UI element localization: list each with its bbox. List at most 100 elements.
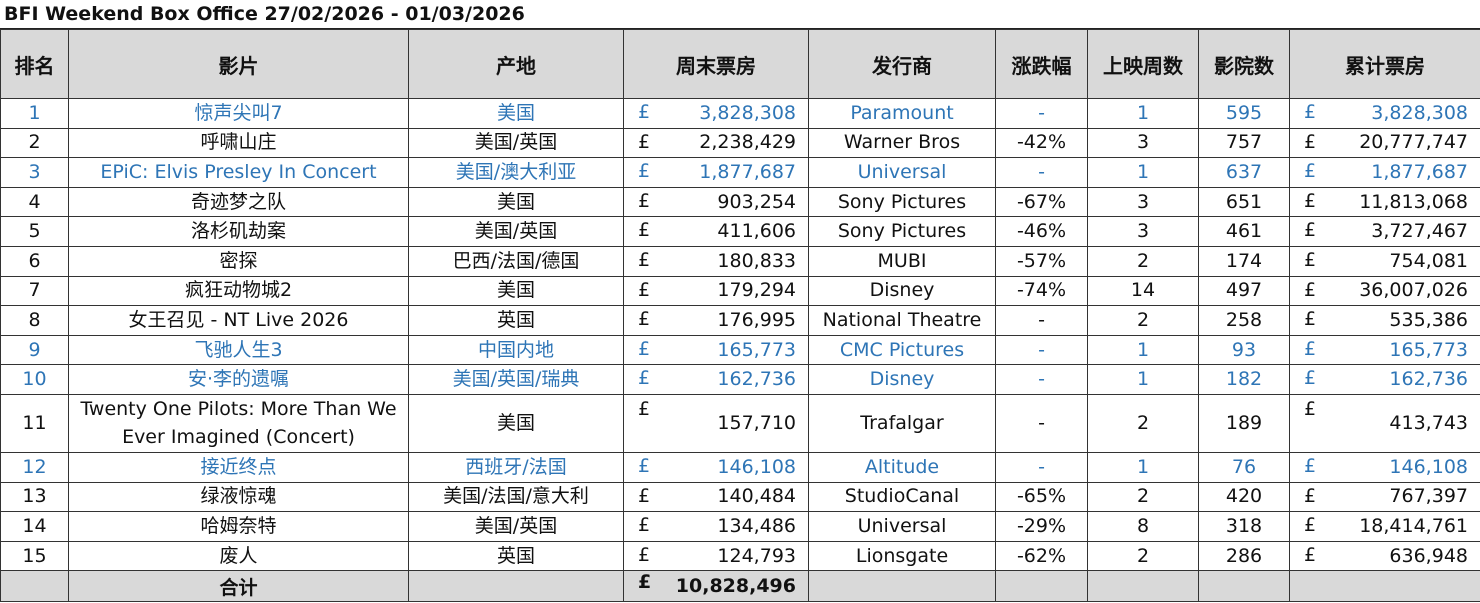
currency-symbol: £ xyxy=(1304,543,1317,566)
rank-cell: 7 xyxy=(0,275,69,307)
currency-symbol: £ xyxy=(638,397,651,420)
total-gross-cell: £3,727,467 xyxy=(1289,216,1480,247)
total-gross-cell-value: 413,743 xyxy=(1389,412,1468,435)
origin-cell: 美国 xyxy=(408,393,624,453)
rank-cell: 10 xyxy=(0,364,69,395)
table-row: 9 飞驰人生3 中国内地 £165,773 CMC Pictures -1 93 £165,7… xyxy=(0,334,1480,366)
cinemas-cell: 318 xyxy=(1198,511,1290,542)
currency-symbol: £ xyxy=(1304,514,1317,537)
change-cell: -29% xyxy=(995,511,1088,542)
weeks-cell: 2 xyxy=(1087,305,1199,336)
cinemas-cell: 93 xyxy=(1198,334,1290,366)
weeks-cell: 1 xyxy=(1087,451,1199,483)
currency-symbol: £ xyxy=(1304,308,1317,331)
weeks-cell: 1 xyxy=(1087,157,1199,188)
currency-symbol: £ xyxy=(638,278,651,301)
table-row: 12 接近终点 西班牙/法国 £146,108 Altitude -1 76 £146,108 xyxy=(0,451,1480,483)
totals-rank-cell xyxy=(0,570,69,603)
origin-cell: 美国 xyxy=(408,186,624,218)
cinemas-cell: 286 xyxy=(1198,540,1290,572)
header-film: 影片 xyxy=(68,29,409,99)
weeks-cell: 3 xyxy=(1087,186,1199,218)
currency-symbol: £ xyxy=(1304,278,1317,301)
total-gross-cell-value: 20,777,747 xyxy=(1359,131,1468,154)
total-gross-cell: £3,828,308 xyxy=(1289,98,1480,129)
totals-row: 合计 £ 10,828,496 xyxy=(0,570,1480,603)
weekend-gross-cell: £180,833 xyxy=(623,245,809,277)
weekend-gross-cell-value: 157,710 xyxy=(717,412,796,435)
cinemas-cell: 258 xyxy=(1198,305,1290,336)
weekend-gross-cell-value: 146,108 xyxy=(717,455,796,478)
weekend-gross-cell-value: 162,736 xyxy=(717,368,796,391)
origin-cell: 美国/英国/瑞典 xyxy=(408,364,624,395)
table-row: 6 密探 巴西/法国/德国 £180,833 MUBI -57% 2 174 £754,081 xyxy=(0,245,1480,277)
distributor-cell: Sony Pictures xyxy=(808,186,996,218)
change-cell: - xyxy=(995,157,1088,188)
weeks-cell: 14 xyxy=(1087,275,1199,307)
total-gross-cell: £754,081 xyxy=(1289,245,1480,277)
currency-symbol: £ xyxy=(1304,397,1317,420)
table-row: 13 绿液惊魂 美国/法国/意大利 £140,484 StudioCanal -65% 2 4… xyxy=(0,481,1480,513)
change-cell: -46% xyxy=(995,216,1088,247)
table-row: 10 安·李的遗嘱 美国/英国/瑞典 £162,736 Disney -1 182 £162,… xyxy=(0,364,1480,395)
change-cell: -57% xyxy=(995,245,1088,277)
total-gross-cell: £1,877,687 xyxy=(1289,157,1480,188)
distributor-cell: Universal xyxy=(808,157,996,188)
total-gross-cell: £18,414,761 xyxy=(1289,511,1480,542)
currency-symbol: £ xyxy=(638,454,651,477)
currency-symbol: £ xyxy=(638,484,651,507)
cinemas-cell: 420 xyxy=(1198,481,1290,513)
total-gross-cell-value: 36,007,026 xyxy=(1359,279,1468,302)
change-cell: - xyxy=(995,364,1088,395)
currency-symbol: £ xyxy=(1304,219,1317,242)
header-weekend-gross: 周末票房 xyxy=(623,29,809,99)
totals-weekend-value: 10,828,496 xyxy=(675,575,796,598)
header-row: 排名 影片 产地 周末票房 发行商 涨跌幅 上映周数 影院数 累计票房 xyxy=(0,29,1480,99)
weeks-cell: 8 xyxy=(1087,511,1199,542)
total-gross-cell-value: 1,877,687 xyxy=(1371,160,1468,183)
origin-cell: 美国/英国 xyxy=(408,511,624,542)
total-gross-cell-value: 3,828,308 xyxy=(1371,101,1468,124)
rank-cell: 2 xyxy=(0,127,69,159)
totals-weeks-cell xyxy=(1087,570,1199,603)
total-gross-cell-value: 3,727,467 xyxy=(1371,220,1468,243)
header-change: 涨跌幅 xyxy=(995,29,1088,99)
total-gross-cell-value: 146,108 xyxy=(1389,455,1468,478)
header-origin: 产地 xyxy=(408,29,624,99)
currency-symbol: £ xyxy=(638,101,651,123)
film-title-cell: 惊声尖叫7 xyxy=(68,98,409,129)
table-row: 7 疯狂动物城2 美国 £179,294 Disney -74% 14 497 £36,007,… xyxy=(0,275,1480,307)
weekend-gross-cell-value: 2,238,429 xyxy=(699,131,796,154)
weekend-gross-cell: £2,238,429 xyxy=(623,127,809,159)
rank-cell: 15 xyxy=(0,540,69,572)
currency-symbol: £ xyxy=(1304,484,1317,507)
currency-symbol: £ xyxy=(638,130,651,153)
cinemas-cell: 182 xyxy=(1198,364,1290,395)
total-gross-cell: £162,736 xyxy=(1289,364,1480,395)
distributor-cell: Altitude xyxy=(808,451,996,483)
change-cell: - xyxy=(995,451,1088,483)
weekend-gross-cell: £124,793 xyxy=(623,540,809,572)
cinemas-cell: 461 xyxy=(1198,216,1290,247)
weekend-gross-cell-value: 179,294 xyxy=(717,279,796,302)
origin-cell: 美国/英国 xyxy=(408,216,624,247)
weekend-gross-cell: £165,773 xyxy=(623,334,809,366)
total-gross-cell: £636,948 xyxy=(1289,540,1480,572)
total-gross-cell: £767,397 xyxy=(1289,481,1480,513)
film-title-cell: 安·李的遗嘱 xyxy=(68,364,409,395)
currency-symbol: £ xyxy=(638,308,651,331)
rank-cell: 11 xyxy=(0,393,69,453)
distributor-cell: Sony Pictures xyxy=(808,216,996,247)
weekend-gross-cell-value: 3,828,308 xyxy=(699,101,796,124)
weeks-cell: 1 xyxy=(1087,364,1199,395)
origin-cell: 美国 xyxy=(408,98,624,129)
distributor-cell: National Theatre xyxy=(808,305,996,336)
currency-symbol: £ xyxy=(1304,189,1317,212)
rank-cell: 4 xyxy=(0,186,69,218)
header-cinemas: 影院数 xyxy=(1198,29,1290,99)
film-title-cell: 接近终点 xyxy=(68,451,409,483)
film-title-cell: 洛杉矶劫案 xyxy=(68,216,409,247)
table-row: 15 废人 英国 £124,793 Lionsgate -62% 2 286 £636,948 xyxy=(0,540,1480,572)
cinemas-cell: 174 xyxy=(1198,245,1290,277)
rank-cell: 13 xyxy=(0,481,69,513)
